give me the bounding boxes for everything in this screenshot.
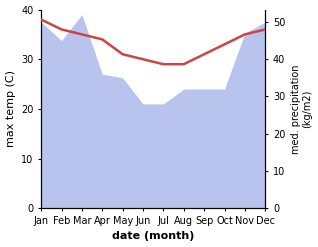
Y-axis label: med. precipitation
(kg/m2): med. precipitation (kg/m2) [291, 64, 313, 154]
X-axis label: date (month): date (month) [112, 231, 194, 242]
Y-axis label: max temp (C): max temp (C) [5, 70, 16, 147]
